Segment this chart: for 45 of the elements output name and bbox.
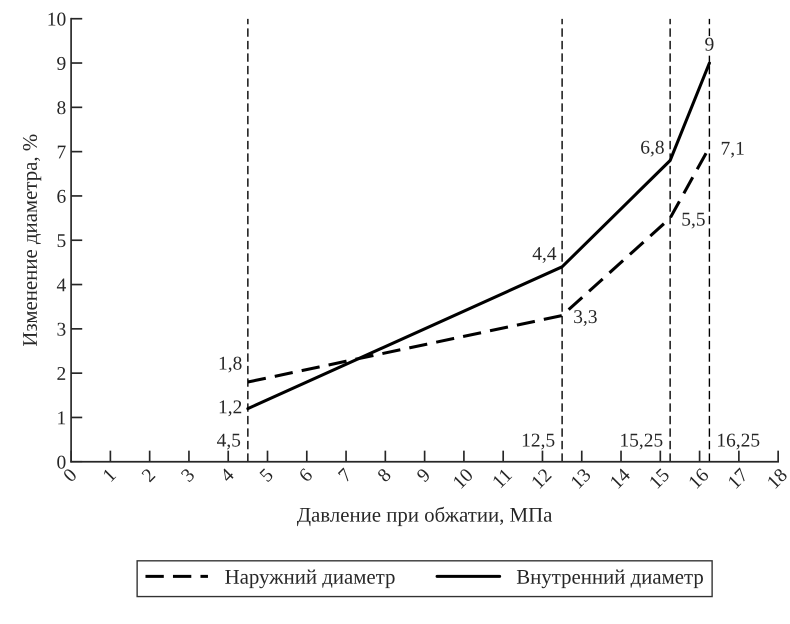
data-label: 6,8 — [641, 140, 664, 157]
data-label: 1,2 — [220, 400, 242, 416]
ref-line-label: 12,5 — [522, 434, 554, 450]
x-axis-title: Давление при обжатии, МПа — [296, 506, 552, 526]
y-tick-label: 6 — [57, 190, 66, 203]
x-tick-label: 1 — [102, 468, 116, 482]
y-tick-label: 4 — [56, 278, 66, 292]
x-tick-label: 7 — [338, 468, 352, 482]
x-tick-label: 10 — [452, 468, 474, 489]
data-label: 1,8 — [220, 356, 242, 373]
data-label: 5,5 — [682, 212, 705, 229]
data-label: 4,4 — [532, 247, 556, 263]
data-label: 3,3 — [574, 310, 597, 326]
x-tick-label: 8 — [376, 468, 392, 483]
x-tick-label: 5 — [259, 468, 274, 482]
x-tick-label: 16 — [688, 467, 710, 489]
x-tick-label: 17 — [727, 467, 749, 489]
x-tick-label: 15 — [648, 468, 670, 489]
x-tick-label: 13 — [570, 468, 592, 489]
data-label: 7,1 — [722, 142, 744, 158]
x-tick-label: 11 — [492, 468, 512, 488]
y-tick-label: 1 — [58, 411, 66, 424]
data-label: 9 — [705, 38, 714, 51]
x-tick-label: 6 — [298, 467, 314, 483]
y-tick-label: 3 — [57, 322, 66, 336]
x-tick-label: 4 — [219, 467, 235, 483]
ref-line-label: 4,5 — [216, 434, 240, 450]
x-tick-label: 9 — [416, 468, 431, 483]
y-axis-title: Изменение диаметра, % — [22, 134, 42, 346]
ref-line-label: 15,25 — [621, 434, 662, 450]
x-tick-label: 2 — [141, 468, 156, 482]
legend-label: Наружний диаметр — [225, 569, 395, 588]
x-tick-label: 3 — [180, 468, 196, 483]
x-tick-label: 12 — [531, 468, 552, 489]
ref-line-label: 16,25 — [718, 434, 760, 450]
legend-label: Внутренний диаметр — [516, 569, 703, 588]
y-tick-label: 7 — [58, 146, 66, 158]
y-tick-label: 9 — [57, 56, 66, 70]
y-tick-label: 10 — [48, 12, 66, 26]
y-tick-label: 5 — [58, 234, 66, 248]
y-tick-label: 8 — [57, 101, 66, 114]
x-tick-label: 14 — [610, 467, 631, 489]
y-tick-label: 0 — [57, 456, 66, 469]
y-tick-label: 2 — [57, 367, 66, 380]
x-tick-label: 18 — [766, 468, 788, 489]
